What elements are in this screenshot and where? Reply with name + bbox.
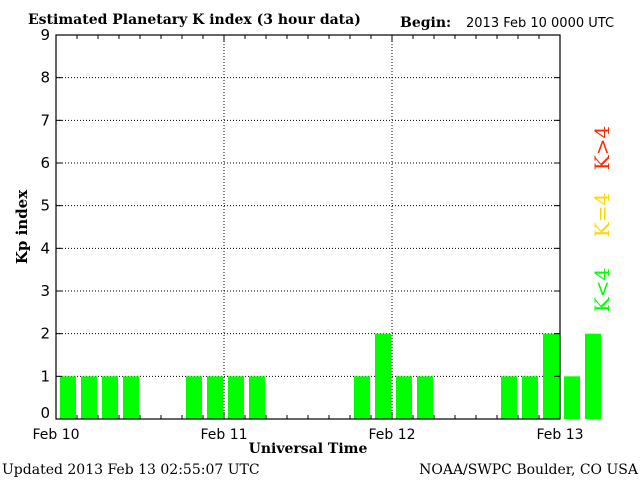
kp-bar — [522, 376, 538, 419]
legend-entry: K>4 — [590, 126, 614, 170]
legend-entry: K<4 — [590, 268, 614, 312]
begin-value: 2013 Feb 10 0000 UTC — [466, 16, 614, 31]
kp-bar — [249, 376, 265, 419]
y-tick-label: 7 — [40, 111, 50, 129]
y-tick-label: 4 — [40, 239, 50, 257]
legend: K>4 K=4 K<4 — [590, 126, 614, 312]
y-axis-ticks: 0 1 2 3 4 5 6 7 8 9 — [40, 26, 560, 422]
x-axis-label: Universal Time — [249, 441, 368, 457]
y-tick-label: 9 — [40, 26, 50, 44]
kp-bar — [123, 376, 139, 419]
y-tick-label: 6 — [40, 154, 50, 172]
kp-bar — [585, 333, 601, 419]
kp-bar — [186, 376, 202, 419]
footer-updated: Updated 2013 Feb 13 02:55:07 UTC — [2, 462, 260, 478]
kp-bar — [564, 376, 580, 419]
y-tick-label: 1 — [40, 367, 50, 385]
kp-bar — [207, 376, 223, 419]
x-tick-label: Feb 11 — [200, 427, 247, 443]
x-tick-label: Feb 10 — [32, 427, 79, 443]
y-tick-label: 0 — [40, 404, 50, 422]
y-tick-label: 3 — [40, 282, 50, 300]
footer-source: NOAA/SWPC Boulder, CO USA — [419, 462, 639, 478]
kp-bar — [81, 376, 97, 419]
grid-lines — [56, 35, 560, 419]
y-tick-label: 5 — [40, 197, 50, 215]
chart-title: Estimated Planetary K index (3 hour data… — [28, 12, 361, 28]
y-tick-label: 8 — [40, 69, 50, 87]
bar-series — [60, 333, 601, 419]
kp-bar — [396, 376, 412, 419]
kp-bar — [375, 333, 391, 419]
kp-bar — [60, 376, 76, 419]
kp-bar — [228, 376, 244, 419]
x-tick-label: Feb 13 — [536, 427, 583, 443]
begin-label: Begin: — [400, 15, 451, 31]
y-axis-label: Kp index — [13, 189, 31, 264]
kp-bar — [543, 333, 559, 419]
kp-bar — [501, 376, 517, 419]
kp-bar — [417, 376, 433, 419]
legend-entry: K=4 — [590, 193, 614, 237]
y-tick-label: 2 — [40, 325, 50, 343]
x-axis-ticks: Feb 10 Feb 11 Feb 12 Feb 13 — [32, 35, 584, 443]
plot-frame — [55, 34, 561, 420]
kp-bar — [102, 376, 118, 419]
kp-bar — [354, 376, 370, 419]
x-tick-label: Feb 12 — [368, 427, 415, 443]
